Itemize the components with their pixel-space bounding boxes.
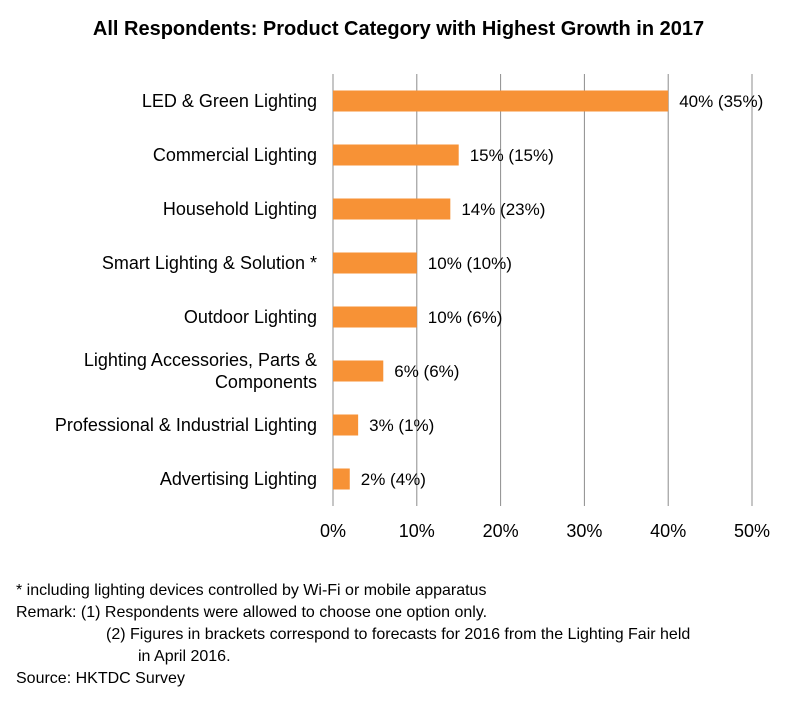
chart-notes: * including lighting devices controlled … xyxy=(16,580,690,690)
remark-1: Remark: (1) Respondents were allowed to … xyxy=(16,604,488,621)
category-label-5: Lighting Accessories, Parts & Components xyxy=(84,350,317,392)
value-label-3: 10% (10%) xyxy=(428,254,512,273)
x-tick-label-40: 40% xyxy=(650,521,686,541)
value-label-7: 2% (4%) xyxy=(361,470,426,489)
x-tick-label-50: 50% xyxy=(734,521,770,541)
bar-1 xyxy=(333,144,459,166)
bar-2 xyxy=(333,198,451,220)
x-tick-label-20: 20% xyxy=(483,521,519,541)
x-tick-label-30: 30% xyxy=(566,521,602,541)
bar-3 xyxy=(333,252,417,274)
category-label-0: LED & Green Lighting xyxy=(142,91,317,111)
remark-2-line-2: in April 2016. xyxy=(138,648,231,665)
category-label-7: Advertising Lighting xyxy=(160,469,317,489)
bar-6 xyxy=(333,414,359,436)
value-label-1: 15% (15%) xyxy=(470,146,554,165)
bar-5 xyxy=(333,360,384,382)
value-label-2: 14% (23%) xyxy=(461,200,545,219)
category-label-1: Commercial Lighting xyxy=(153,145,317,165)
category-label-4: Outdoor Lighting xyxy=(184,307,317,327)
bar-4 xyxy=(333,306,417,328)
bar-7 xyxy=(333,468,350,490)
x-tick-label-10: 10% xyxy=(399,521,435,541)
source-note: Source: HKTDC Survey xyxy=(16,670,185,687)
category-label-3: Smart Lighting & Solution * xyxy=(102,253,317,273)
value-label-6: 3% (1%) xyxy=(369,416,434,435)
category-label-2: Household Lighting xyxy=(163,199,317,219)
remark-2-line-1: (2) Figures in brackets correspond to fo… xyxy=(106,626,691,643)
value-label-0: 40% (35%) xyxy=(679,92,763,111)
value-label-4: 10% (6%) xyxy=(428,308,503,327)
x-tick-label-0: 0% xyxy=(320,521,346,541)
bar-0 xyxy=(333,90,669,112)
category-label-6: Professional & Industrial Lighting xyxy=(55,415,317,435)
footnote: * including lighting devices controlled … xyxy=(16,582,487,599)
value-label-5: 6% (6%) xyxy=(394,362,459,381)
chart-title: All Respondents: Product Category with H… xyxy=(92,18,705,40)
bar-chart: LED & Green Lighting 40% (35%) Commercial … xyxy=(55,74,770,541)
